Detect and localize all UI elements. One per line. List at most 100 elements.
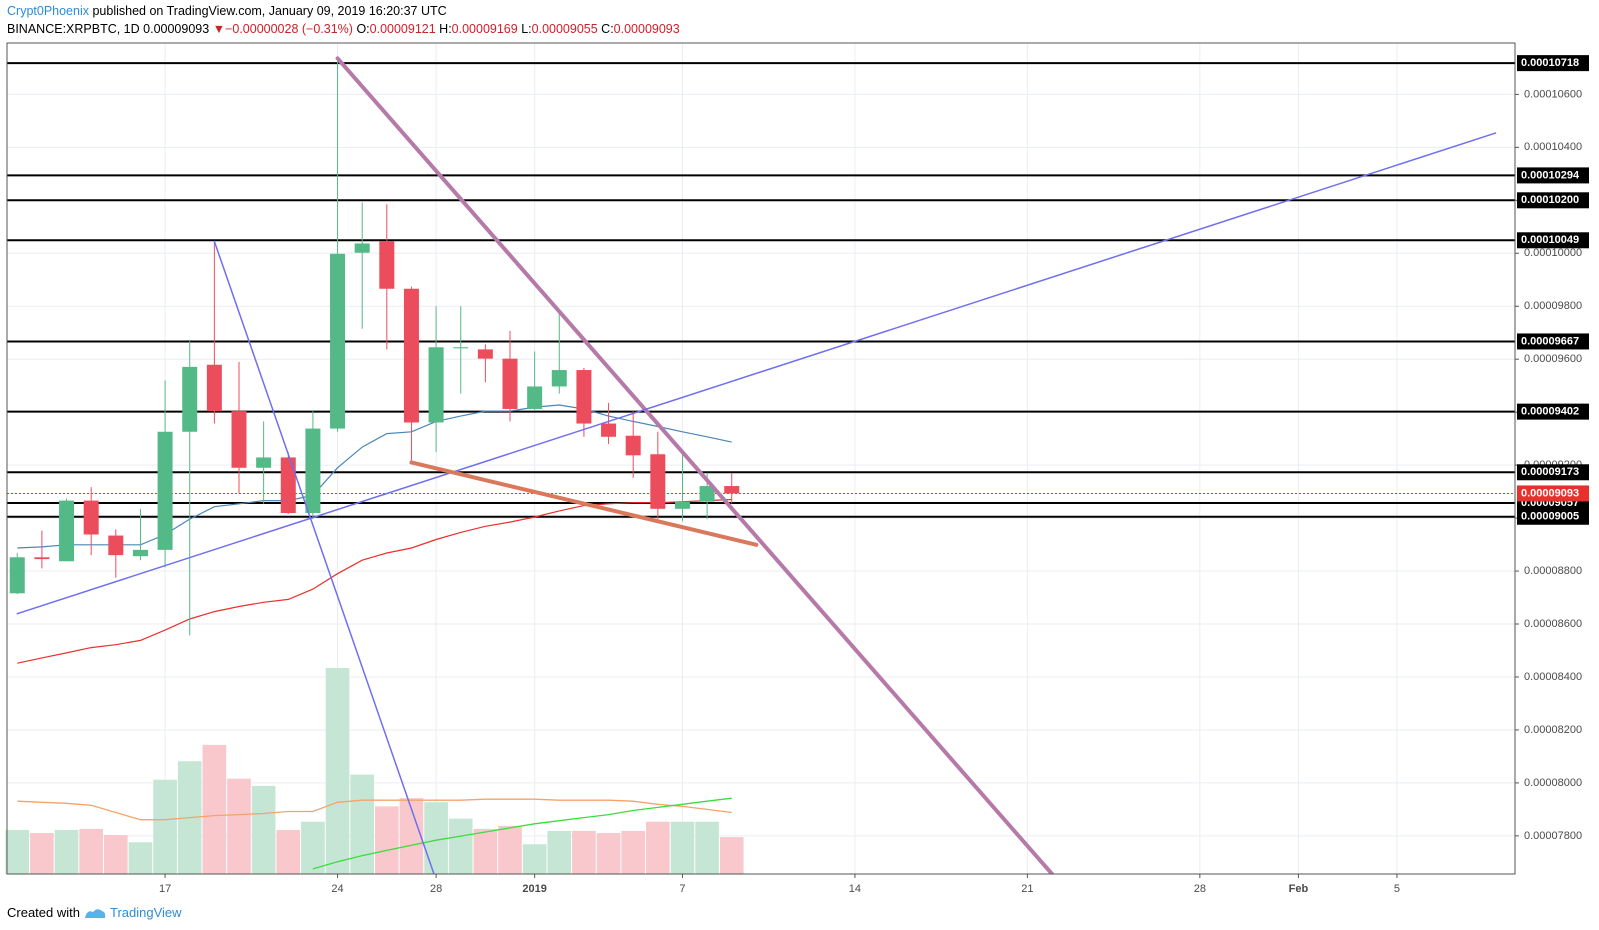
volume-bar [399, 798, 424, 874]
volume-bar [670, 821, 695, 874]
volume-bar [621, 830, 646, 874]
y-tick-label: 0.00008400 [1524, 671, 1582, 683]
h: 0.00009169 [451, 22, 518, 36]
volume-bar [30, 833, 54, 874]
y-tick-label: 0.00010000 [1524, 247, 1582, 259]
l: 0.00009055 [531, 22, 598, 36]
candle-body [625, 435, 641, 456]
level-label-box [1517, 333, 1589, 350]
x-tick-label: 17 [159, 883, 171, 895]
y-tick-label: 0.00008600 [1524, 618, 1582, 630]
level-label: 0.00010718 [1521, 57, 1579, 69]
level-label-box [1517, 464, 1589, 481]
volume-pane [5, 668, 744, 874]
created: Created with [7, 905, 80, 920]
change: −0.00000028 (−0.31%) [225, 22, 353, 36]
o: 0.00009121 [369, 22, 436, 36]
last-price-label: 0.00009093 [1521, 487, 1579, 499]
level-label: 0.00010049 [1521, 234, 1579, 246]
candle-body [551, 370, 567, 387]
y-tick-label: 0.00009800 [1524, 300, 1582, 312]
candle-body [699, 486, 715, 502]
candle-body [576, 370, 592, 424]
volume-bar [424, 802, 448, 874]
candle-body [34, 557, 50, 560]
candle-body [403, 288, 419, 423]
volume-bar [547, 830, 572, 874]
candle-body [280, 457, 296, 514]
candle-body [354, 243, 370, 253]
volume-bar [251, 785, 276, 874]
candle-body [83, 500, 99, 535]
volume-bar [153, 779, 177, 874]
candle-body [379, 241, 395, 289]
volume-bar [522, 844, 547, 874]
candle-body [453, 347, 469, 349]
volume-bar [350, 774, 375, 874]
arrow: ▼ [212, 22, 226, 36]
level-label: 0.00010200 [1521, 194, 1579, 206]
volume-bar [473, 828, 498, 874]
volume-bar [54, 829, 79, 874]
symbol: BINANCE:XRPBTC, 1D [7, 22, 140, 36]
level-label-box [1517, 55, 1589, 72]
volume-bar [227, 778, 251, 874]
ma-line [312, 797, 732, 870]
plot [7, 56, 1515, 874]
volume-bar [719, 837, 744, 874]
candle-body [206, 364, 222, 412]
candle-body [724, 486, 740, 494]
o-label: O: [356, 22, 370, 36]
candle-body [132, 549, 148, 557]
y-tick-label: 0.00007800 [1524, 830, 1582, 842]
trend-line [335, 56, 1055, 874]
level-label-box [1517, 167, 1589, 184]
y-tick-label: 0.00008000 [1524, 777, 1582, 789]
x-tick-label: 24 [331, 883, 343, 895]
volume-bar [375, 806, 399, 874]
volume-bar [695, 821, 719, 874]
publish-line: Crypt0Phoenix published on TradingView.c… [7, 4, 447, 18]
x-tick-label: 5 [1394, 883, 1400, 895]
volume-bar [276, 829, 301, 874]
ma-line [17, 404, 732, 549]
brand[interactable]: TradingView [109, 905, 182, 920]
level-label: 0.00009402 [1521, 406, 1579, 418]
volume-bar [128, 842, 153, 874]
volume-bar [103, 835, 128, 874]
c: 0.00009093 [613, 22, 680, 36]
trend-line [213, 240, 435, 874]
author[interactable]: Crypt0Phoenix [7, 4, 89, 18]
candle-body [182, 366, 198, 432]
candle-body [157, 431, 173, 550]
axes: 0.00007800 0.00008000 0.00008200 0.00008400… [6, 42, 1589, 895]
level-label-box [1517, 508, 1589, 525]
volume-bar [498, 825, 522, 874]
candle-body [305, 428, 321, 514]
volume-bar [325, 668, 350, 874]
volume-bar [79, 828, 103, 874]
volume-bar [5, 829, 30, 874]
c-label: C: [601, 22, 614, 36]
plot-frame [6, 42, 1516, 875]
x-tick-label: 14 [849, 883, 861, 895]
x-tick-label: 28 [430, 883, 442, 895]
candle-body [477, 349, 493, 359]
published: published on TradingView.com, January 09… [92, 4, 447, 18]
level-label: 0.00009173 [1521, 466, 1579, 478]
volume-bar [596, 833, 621, 874]
candle-body [256, 457, 272, 468]
h-label: H: [439, 22, 452, 36]
level-label-box [1517, 232, 1589, 249]
x-tick-label: Feb [1289, 883, 1309, 895]
y-tick-label: 0.00010600 [1524, 88, 1582, 100]
logo [84, 908, 106, 918]
ma-line [17, 498, 732, 664]
candle-body [59, 500, 75, 562]
candle-body [601, 423, 617, 437]
volume-bar [646, 821, 670, 874]
volume-bar [202, 744, 227, 874]
candle-body [428, 347, 444, 423]
